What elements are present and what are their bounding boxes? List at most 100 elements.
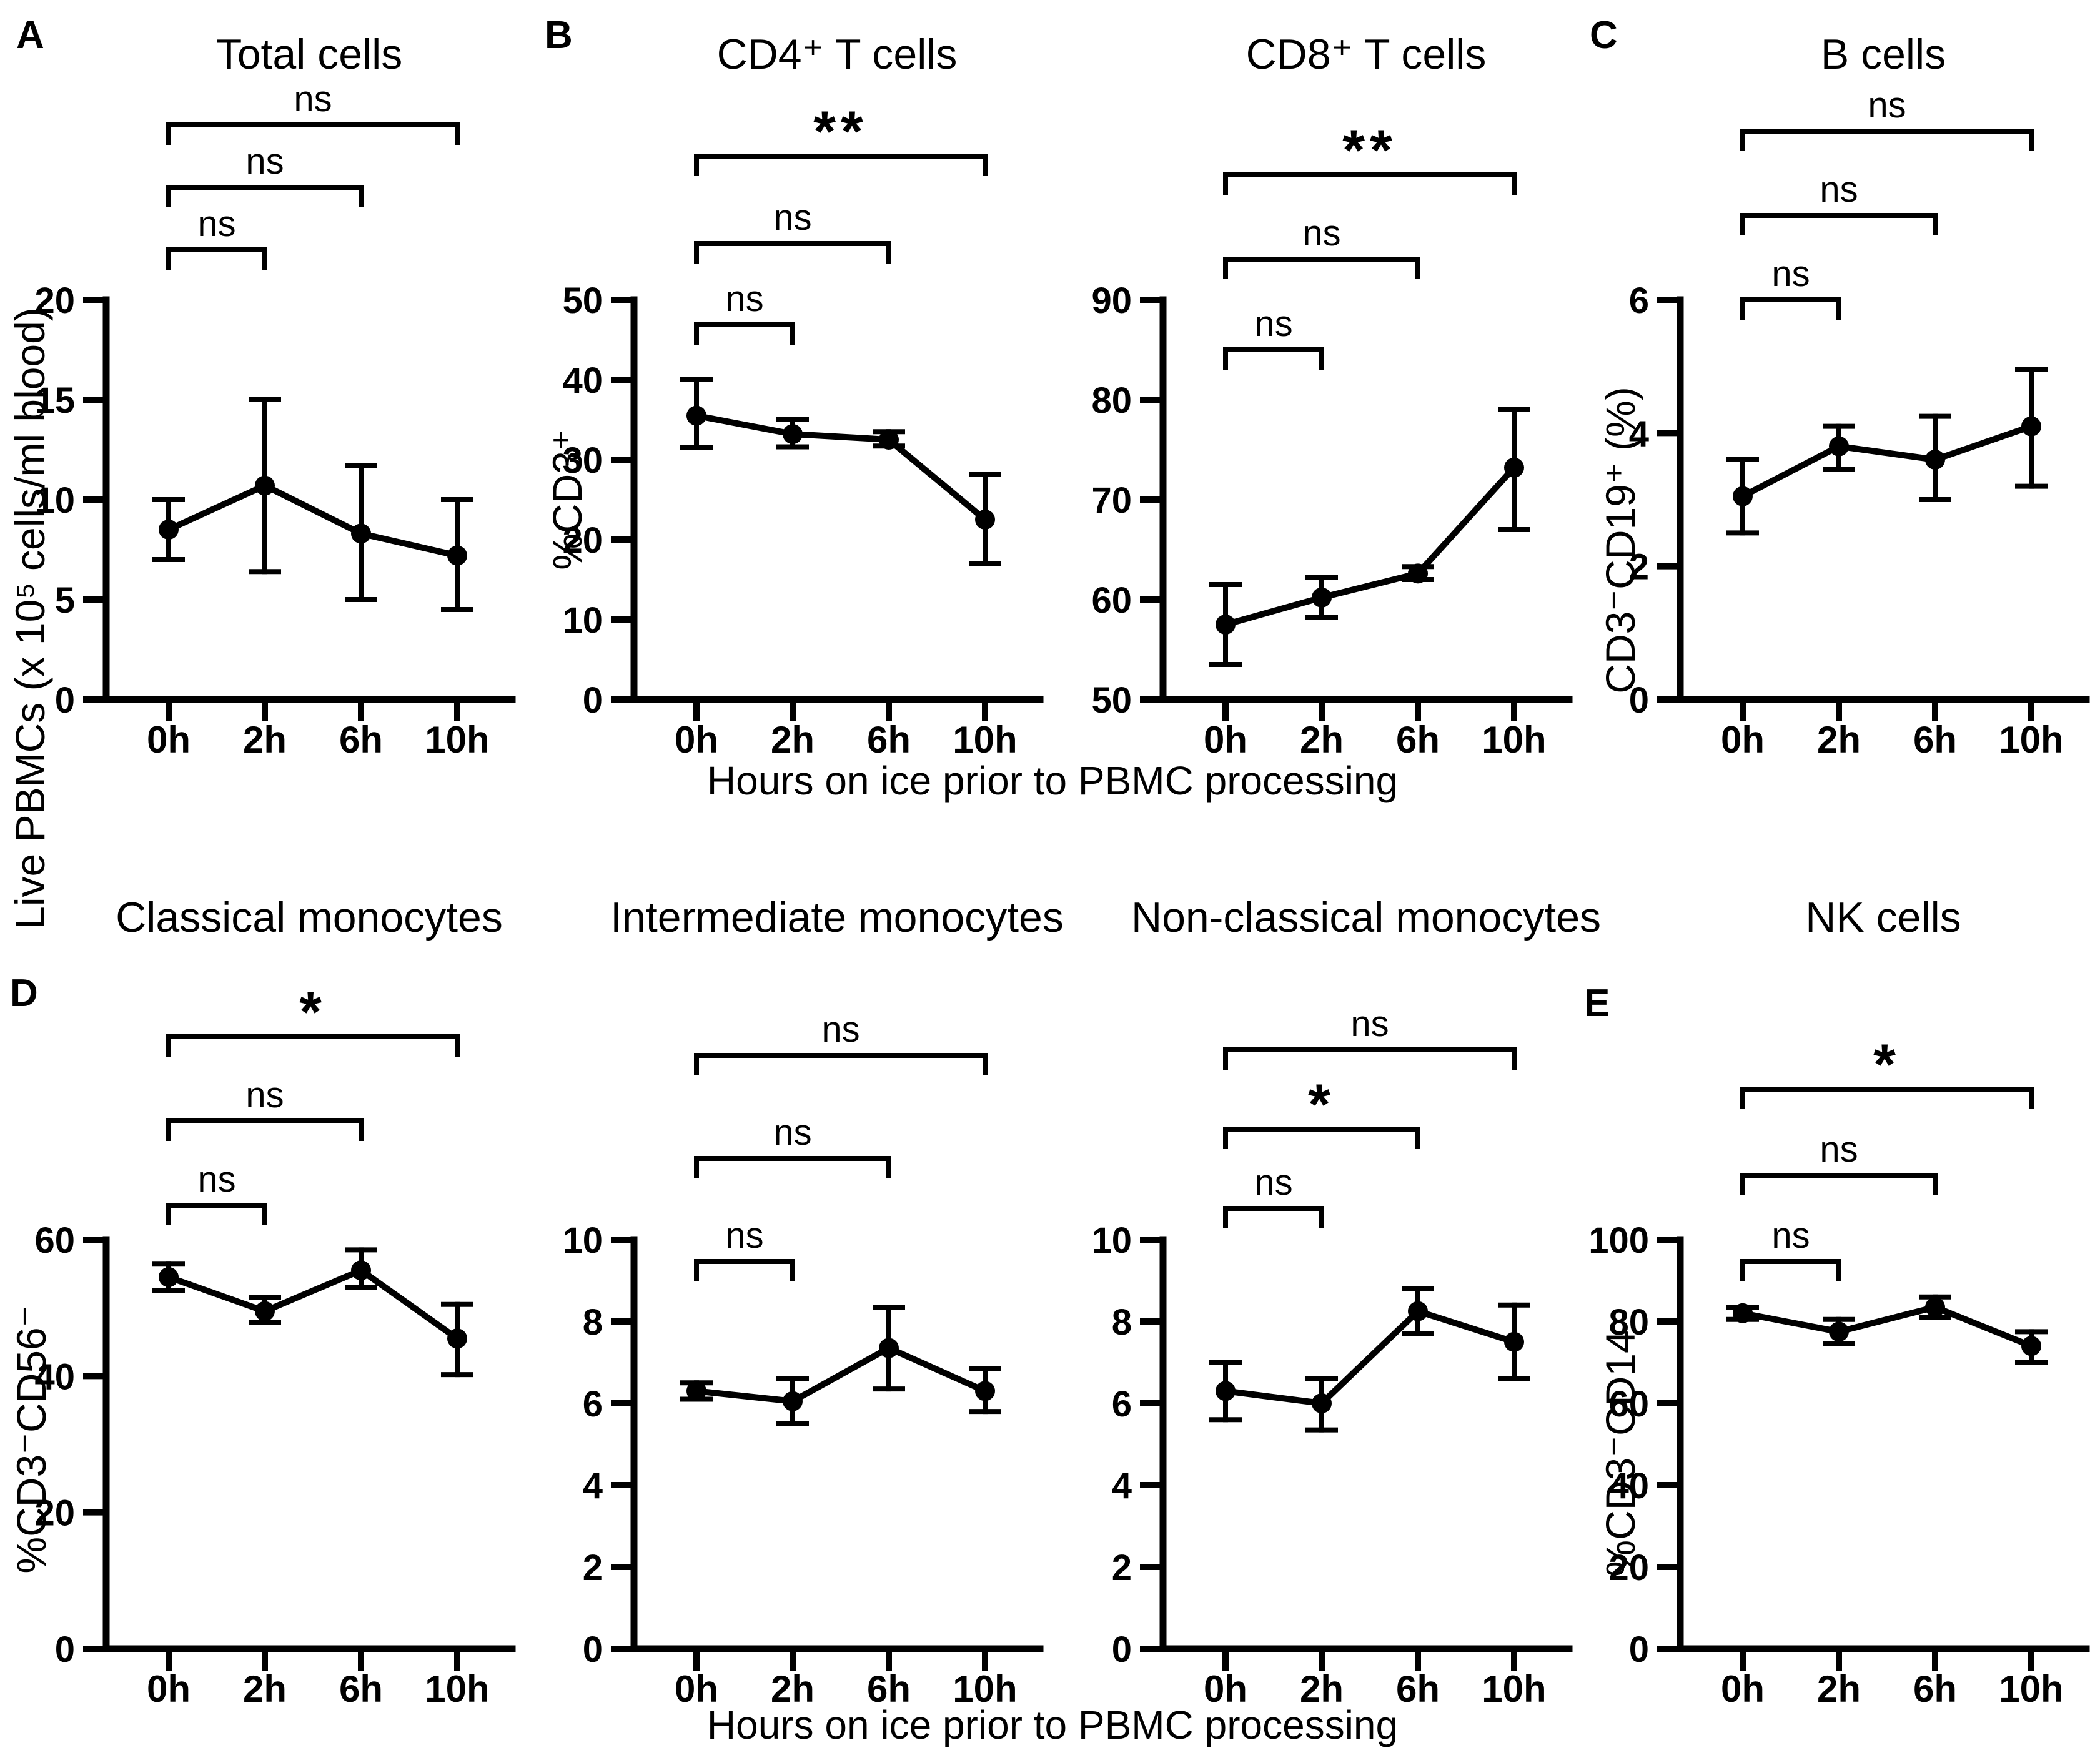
- svg-text:2h: 2h: [1817, 719, 1861, 761]
- svg-text:ns: ns: [1820, 1129, 1858, 1170]
- svg-text:ns: ns: [245, 1075, 284, 1115]
- svg-text:0h: 0h: [1721, 719, 1765, 761]
- svg-text:ns: ns: [1254, 1162, 1292, 1203]
- svg-text:80: 80: [1608, 1302, 1649, 1343]
- data-point-marker: [1925, 450, 1945, 470]
- svg-text:10h: 10h: [425, 719, 489, 761]
- data-point-marker: [1312, 587, 1332, 608]
- panel-label-b: B: [545, 14, 573, 57]
- svg-text:6h: 6h: [867, 719, 911, 761]
- svg-text:ns: ns: [294, 79, 332, 119]
- svg-text:2: 2: [1112, 1548, 1132, 1588]
- svg-text:0h: 0h: [147, 719, 191, 761]
- chart-panel-b-cells: 0 2 4 6 0h 2h 6h 10h ns ns ns: [1629, 85, 2090, 761]
- svg-text:20: 20: [34, 1493, 75, 1534]
- data-point-marker: [1504, 1331, 1524, 1352]
- svg-text:0: 0: [1629, 680, 1649, 721]
- svg-text:4: 4: [1629, 413, 1649, 454]
- chart-panel-nk-cells: 0 20 40 60 80 100 0h 2h 6h 10h ns ns *: [1588, 1033, 2090, 1710]
- svg-text:5: 5: [55, 580, 75, 621]
- data-point-marker: [351, 1260, 371, 1281]
- svg-text:0h: 0h: [1204, 719, 1247, 761]
- svg-text:**: **: [1342, 119, 1397, 182]
- chart-title-intermediate-monocytes: Intermediate monocytes: [610, 894, 1064, 941]
- svg-text:6h: 6h: [867, 1668, 911, 1710]
- data-point-marker: [686, 1381, 706, 1401]
- chart-panel-classical-monocytes: 0 20 40 60 0h 2h 6h 10h ns ns *: [34, 980, 516, 1710]
- svg-text:6: 6: [1629, 280, 1649, 321]
- svg-text:ns: ns: [197, 204, 235, 244]
- svg-text:10: 10: [562, 1220, 603, 1261]
- svg-text:10: 10: [34, 480, 75, 521]
- data-point-marker: [783, 424, 803, 445]
- svg-text:60: 60: [34, 1220, 75, 1261]
- svg-text:ns: ns: [1771, 254, 1810, 294]
- svg-text:4: 4: [1112, 1466, 1132, 1506]
- svg-text:20: 20: [34, 280, 75, 321]
- data-point-marker: [159, 1267, 179, 1288]
- svg-text:ns: ns: [1820, 169, 1858, 210]
- data-point-marker: [686, 405, 706, 426]
- svg-text:10h: 10h: [1482, 719, 1546, 761]
- x-axis-label-row1: Hours on ice prior to PBMC processing: [706, 758, 1399, 803]
- data-point-marker: [1829, 436, 1849, 457]
- svg-text:10h: 10h: [425, 1668, 489, 1710]
- svg-text:ns: ns: [725, 279, 763, 319]
- data-point-marker: [879, 1338, 899, 1358]
- svg-text:0h: 0h: [675, 1668, 718, 1710]
- svg-text:60: 60: [1091, 580, 1132, 621]
- chart-panel-non-classical-monocytes: 0 2 4 6 8 10 0h 2h 6h 10h ns * ns: [1091, 1004, 1573, 1710]
- svg-text:15: 15: [34, 380, 75, 421]
- chart-panel-intermediate-monocytes: 0 2 4 6 8 10 0h 2h 6h 10h ns ns ns: [562, 1009, 1044, 1710]
- data-point-marker: [2021, 1336, 2041, 1356]
- svg-text:20: 20: [1608, 1548, 1649, 1588]
- y-axis-label-classical-monocytes: %CD3⁻CD56⁻: [8, 1305, 54, 1574]
- data-point-marker: [159, 520, 179, 540]
- svg-text:ns: ns: [821, 1009, 859, 1050]
- svg-text:ns: ns: [773, 1112, 811, 1153]
- chart-title-cd4-t-cells: CD4⁺ T cells: [716, 31, 958, 78]
- svg-text:40: 40: [34, 1356, 75, 1397]
- data-point-marker: [783, 1391, 803, 1411]
- svg-text:4: 4: [583, 1466, 603, 1506]
- svg-text:6: 6: [583, 1384, 603, 1425]
- svg-text:ns: ns: [725, 1215, 763, 1256]
- data-point-marker: [1829, 1321, 1849, 1342]
- svg-text:0h: 0h: [1204, 1668, 1247, 1710]
- svg-text:ns: ns: [1302, 213, 1340, 254]
- svg-text:*: *: [299, 980, 327, 1044]
- svg-text:0h: 0h: [1721, 1668, 1765, 1710]
- svg-text:2h: 2h: [771, 719, 815, 761]
- svg-text:6h: 6h: [1913, 719, 1957, 761]
- svg-text:2: 2: [1629, 547, 1649, 588]
- svg-text:0: 0: [1112, 1629, 1132, 1670]
- svg-text:10h: 10h: [1999, 719, 2063, 761]
- data-point-marker: [879, 430, 899, 450]
- svg-text:0: 0: [55, 1629, 75, 1670]
- svg-text:50: 50: [562, 280, 603, 321]
- svg-text:ns: ns: [245, 141, 284, 182]
- svg-text:0: 0: [583, 1629, 603, 1670]
- svg-text:10: 10: [1091, 1220, 1132, 1261]
- svg-text:10: 10: [562, 600, 603, 641]
- y-axis-label-nk-cells: %CD3⁻CD14⁻: [1597, 1308, 1643, 1577]
- svg-text:50: 50: [1091, 680, 1132, 721]
- svg-text:100: 100: [1588, 1220, 1649, 1261]
- data-point-marker: [1733, 486, 1753, 506]
- data-point-marker: [1408, 563, 1428, 584]
- svg-text:*: *: [1873, 1033, 1901, 1097]
- panel-label-e: E: [1584, 982, 1610, 1025]
- svg-text:10h: 10h: [1482, 1668, 1546, 1710]
- data-point-marker: [2021, 416, 2041, 437]
- data-point-marker: [1216, 615, 1236, 635]
- svg-text:10h: 10h: [953, 719, 1017, 761]
- svg-text:0h: 0h: [675, 719, 718, 761]
- svg-text:6h: 6h: [339, 719, 383, 761]
- svg-text:60: 60: [1608, 1384, 1649, 1425]
- svg-text:80: 80: [1091, 380, 1132, 421]
- svg-text:ns: ns: [773, 197, 811, 238]
